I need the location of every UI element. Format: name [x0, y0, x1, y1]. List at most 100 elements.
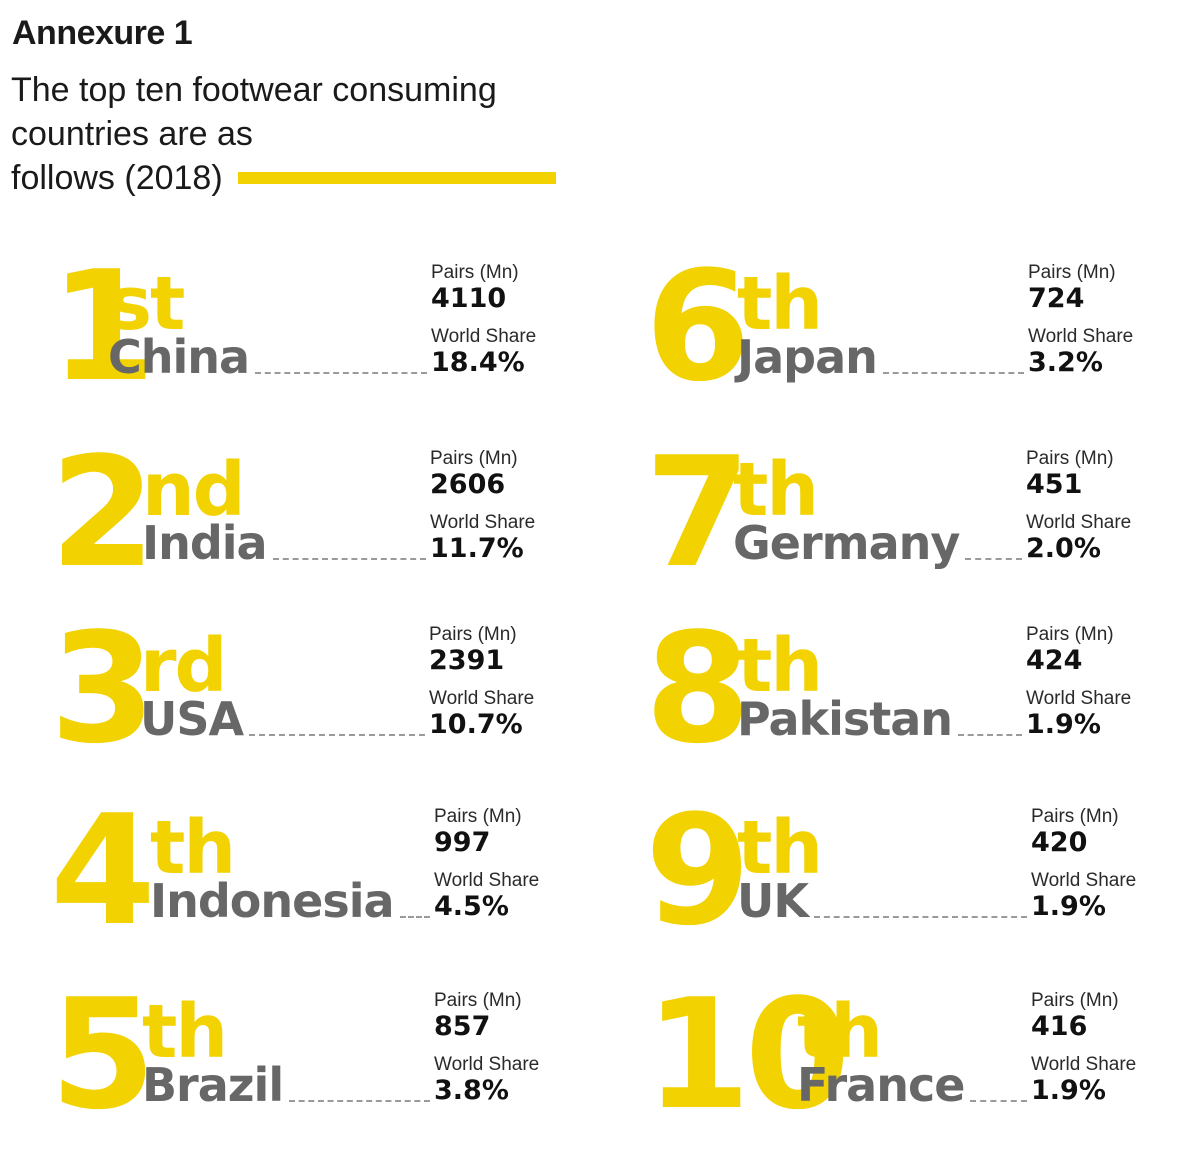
world-share-label: World Share [1031, 1054, 1137, 1075]
rank-number: 2 [50, 424, 156, 601]
pairs-value: 420 [1031, 827, 1088, 858]
world-share-value: 10.7% [429, 709, 523, 740]
rank-suffix: th [797, 989, 883, 1075]
pairs-value: 451 [1026, 469, 1083, 500]
annexure-title: Annexure 1 [12, 14, 193, 52]
pairs-label: Pairs (Mn) [434, 806, 522, 827]
rank-number: 1 [50, 238, 156, 415]
world-share-label: World Share [1028, 326, 1134, 347]
pairs-label: Pairs (Mn) [430, 448, 518, 469]
world-share-label: World Share [1026, 512, 1132, 533]
rank-number: 4 [50, 782, 156, 959]
heading-line-1: The top ten footwear consuming [11, 71, 497, 109]
leader-line [400, 916, 430, 918]
stats-block: Pairs (Mn) 451 World Share 2.0% [1026, 448, 1156, 576]
stats-block: Pairs (Mn) 2391 World Share 10.7% [429, 624, 559, 752]
rank-suffix: th [737, 805, 823, 891]
world-share-value: 1.9% [1031, 1075, 1106, 1106]
rank-suffix: th [142, 989, 228, 1075]
stats-block: Pairs (Mn) 724 World Share 3.2% [1028, 262, 1158, 390]
stats-block: Pairs (Mn) 416 World Share 1.9% [1031, 990, 1161, 1118]
rank-suffix: th [737, 261, 823, 347]
rank-number: 8 [645, 600, 751, 777]
country-name: UK [737, 874, 809, 928]
leader-line [970, 1100, 1027, 1102]
world-share-label: World Share [1026, 688, 1132, 709]
leader-line [249, 734, 425, 736]
pairs-label: Pairs (Mn) [1031, 990, 1119, 1011]
world-share-value: 2.0% [1026, 533, 1101, 564]
heading-line-2: countries are as [11, 115, 253, 153]
country-name: Germany [733, 516, 960, 570]
country-name: Japan [737, 330, 878, 384]
pairs-label: Pairs (Mn) [1026, 624, 1114, 645]
rank-suffix: st [108, 261, 185, 347]
leader-line [958, 734, 1022, 736]
stats-block: Pairs (Mn) 4110 World Share 18.4% [431, 262, 561, 390]
rank-suffix: th [737, 623, 823, 709]
rank-number: 5 [50, 966, 156, 1143]
leader-line [255, 372, 427, 374]
world-share-label: World Share [431, 326, 537, 347]
pairs-label: Pairs (Mn) [429, 624, 517, 645]
rank-suffix: rd [140, 623, 227, 709]
country-name: Brazil [142, 1058, 284, 1112]
heading-underline [238, 172, 556, 184]
world-share-label: World Share [434, 870, 540, 891]
pairs-label: Pairs (Mn) [434, 990, 522, 1011]
pairs-value: 2391 [429, 645, 505, 676]
world-share-label: World Share [434, 1054, 540, 1075]
rank-number: 6 [645, 238, 751, 415]
leader-line [273, 558, 426, 560]
pairs-value: 4110 [431, 283, 507, 314]
pairs-label: Pairs (Mn) [1031, 806, 1119, 827]
world-share-value: 1.9% [1026, 709, 1101, 740]
pairs-value: 2606 [430, 469, 506, 500]
stats-block: Pairs (Mn) 997 World Share 4.5% [434, 806, 564, 934]
leader-line [965, 558, 1022, 560]
country-name: France [797, 1058, 965, 1112]
rank-suffix: th [150, 805, 236, 891]
stats-block: Pairs (Mn) 857 World Share 3.8% [434, 990, 564, 1118]
world-share-value: 3.8% [434, 1075, 509, 1106]
stats-block: Pairs (Mn) 424 World Share 1.9% [1026, 624, 1156, 752]
pairs-label: Pairs (Mn) [1028, 262, 1116, 283]
world-share-value: 3.2% [1028, 347, 1103, 378]
pairs-label: Pairs (Mn) [1026, 448, 1114, 469]
world-share-label: World Share [1031, 870, 1137, 891]
country-name: India [142, 516, 268, 570]
leader-line [883, 372, 1024, 374]
rank-suffix: th [733, 447, 819, 533]
stats-block: Pairs (Mn) 2606 World Share 11.7% [430, 448, 560, 576]
country-name: USA [140, 692, 244, 746]
world-share-value: 4.5% [434, 891, 509, 922]
rank-number: 7 [645, 424, 751, 601]
country-name: Indonesia [150, 874, 395, 928]
rank-number: 3 [50, 600, 156, 777]
leader-line [814, 916, 1027, 918]
world-share-value: 1.9% [1031, 891, 1106, 922]
pairs-value: 997 [434, 827, 491, 858]
stats-block: Pairs (Mn) 420 World Share 1.9% [1031, 806, 1161, 934]
country-name: China [108, 330, 250, 384]
world-share-value: 11.7% [430, 533, 524, 564]
leader-line [289, 1100, 430, 1102]
world-share-label: World Share [430, 512, 536, 533]
rank-suffix: nd [142, 447, 246, 533]
page-heading: The top ten footwear consuming countries… [11, 68, 571, 200]
pairs-value: 416 [1031, 1011, 1088, 1042]
pairs-value: 857 [434, 1011, 491, 1042]
country-name: Pakistan [737, 692, 953, 746]
pairs-value: 724 [1028, 283, 1085, 314]
heading-line-3: follows (2018) [11, 159, 223, 197]
